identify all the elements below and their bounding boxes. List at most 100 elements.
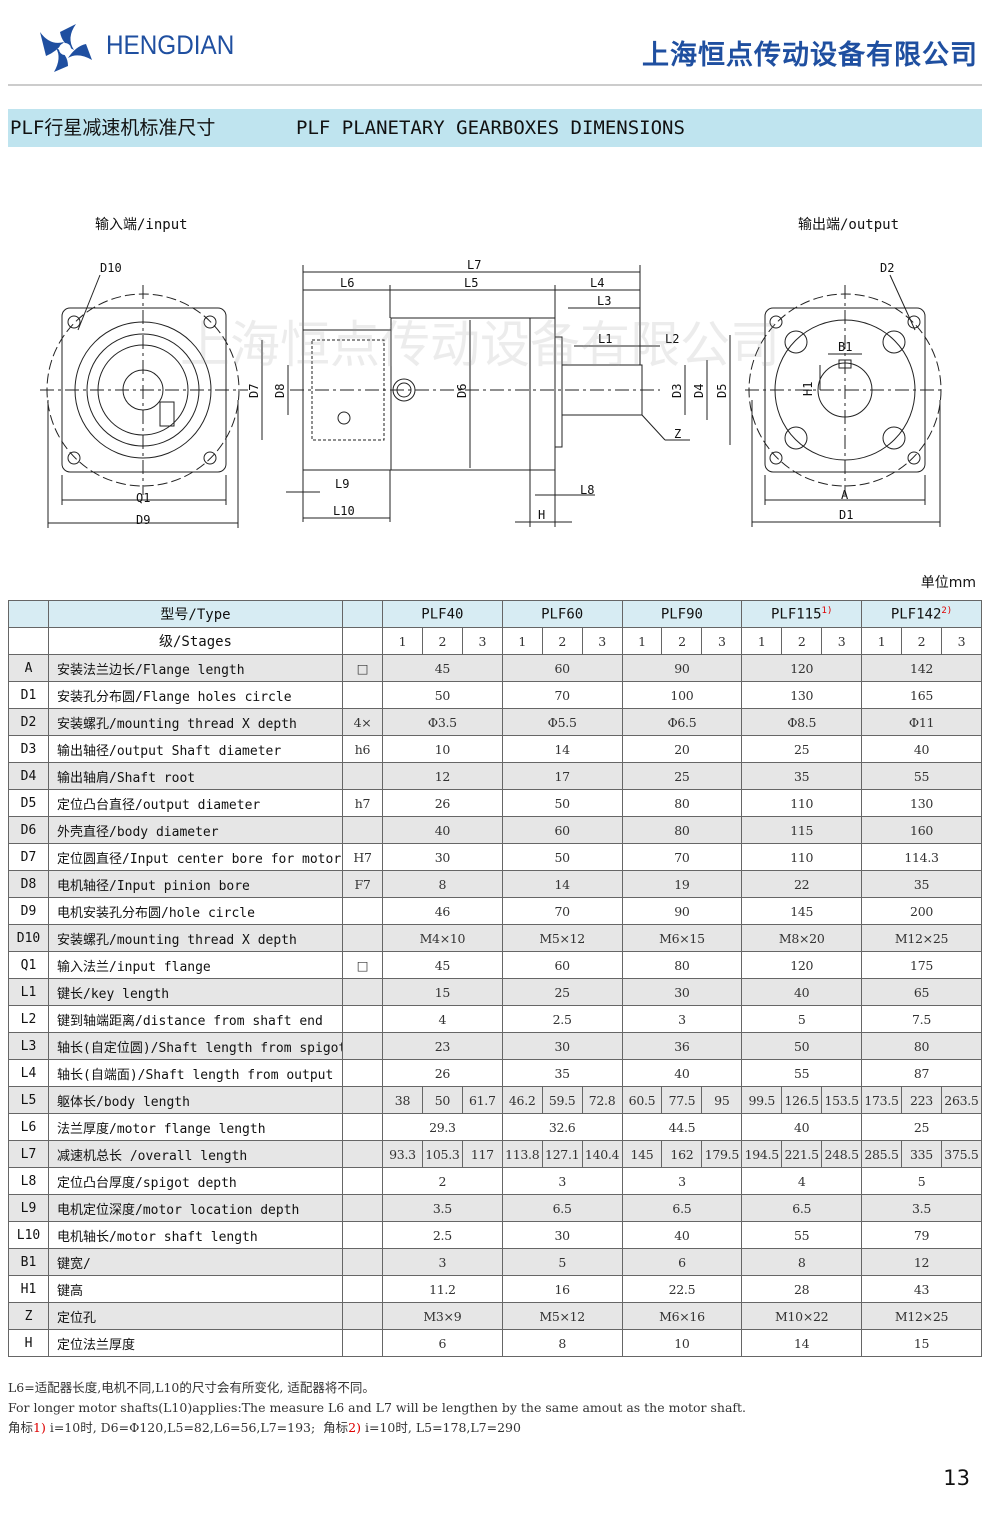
page-number: 13 xyxy=(943,1466,970,1490)
value-cell: 100 xyxy=(621,681,743,709)
stage-cell: 3 xyxy=(581,627,623,655)
row-unit xyxy=(342,1167,383,1195)
row-code: A xyxy=(8,654,49,682)
hengdian-logo-icon xyxy=(40,24,92,72)
row-code: L4 xyxy=(8,1059,49,1087)
row-unit xyxy=(342,1221,383,1249)
value-cell: 50 xyxy=(501,789,623,817)
row-description: 输出轴径/output Shaft diameter xyxy=(48,735,343,763)
title-en: PLF PLANETARY GEARBOXES DIMENSIONS xyxy=(296,117,685,139)
dim-label-l2: L2 xyxy=(665,332,679,346)
value-cell: 4 xyxy=(382,1005,503,1033)
value-cell: 70 xyxy=(621,843,743,871)
value-cell: 127.1 xyxy=(541,1140,583,1168)
value-cell: 335 xyxy=(900,1140,942,1168)
table-row: L3 轴长(自定位圆)/Shaft length from spigot 23 30 3… xyxy=(8,1032,982,1060)
row-code: Z xyxy=(8,1302,49,1330)
value-cell: 14 xyxy=(501,735,623,763)
row-code: D5 xyxy=(8,789,49,817)
value-cell: 70 xyxy=(501,681,623,709)
stage-cell: 2 xyxy=(541,627,583,655)
row-code: D3 xyxy=(8,735,49,763)
note1-text: i=10时, D6=Φ120,L5=82,L6=56,L7=193; xyxy=(45,1420,324,1435)
dim-label-l3: L3 xyxy=(597,294,611,308)
stage-cell: 2 xyxy=(900,627,942,655)
value-cell: 22 xyxy=(741,870,863,898)
table-row: L5 躯体长/body length 38 50 61.7 46.2 59.5 72.8 60.… xyxy=(8,1086,983,1114)
row-description: 输入法兰/input flange xyxy=(48,951,343,979)
table-row: D6 外壳直径/body diameter 40 60 80 115 160 xyxy=(8,816,982,844)
row-unit xyxy=(342,1302,383,1330)
dim-label-l10: L10 xyxy=(333,504,355,518)
row-description: 电机轴长/motor shaft length xyxy=(48,1221,343,1249)
value-cell: 153.5 xyxy=(821,1086,863,1114)
row-unit xyxy=(342,816,383,844)
value-cell: 3.5 xyxy=(382,1194,503,1222)
note-line-3: 角标1) i=10时, D6=Φ120,L5=82,L6=56,L7=193; … xyxy=(8,1418,746,1438)
value-cell: 45 xyxy=(382,951,503,979)
table-row: L4 轴长(自端面)/Shaft length from output 26 35 40… xyxy=(8,1059,982,1087)
stages-header: 级/Stages xyxy=(48,627,343,655)
value-cell: 10 xyxy=(621,1329,743,1357)
table-row: L1 键长/key length 15 25 30 40 65 xyxy=(8,978,982,1006)
watermark: 上海恒点传动设备有限公司 xyxy=(180,316,780,374)
row-description: 键宽/ xyxy=(48,1248,343,1276)
value-cell: 25 xyxy=(621,762,743,790)
dim-label-l5: L5 xyxy=(464,276,478,290)
value-cell: 10 xyxy=(382,735,503,763)
divider xyxy=(8,84,982,86)
dim-label-q1: Q1 xyxy=(136,491,150,505)
row-description: 轴长(自端面)/Shaft length from output xyxy=(48,1059,343,1087)
row-unit xyxy=(342,1032,383,1060)
value-cell: 142 xyxy=(861,654,982,682)
value-cell: M8×20 xyxy=(741,924,863,952)
value-cell: 248.5 xyxy=(821,1140,863,1168)
row-description: 轴长(自定位圆)/Shaft length from spigot xyxy=(48,1032,343,1060)
row-description: 躯体长/body length xyxy=(48,1086,343,1114)
row-description: 电机定位深度/motor location depth xyxy=(48,1194,343,1222)
value-cell: 36 xyxy=(621,1032,743,1060)
stage-cell: 2 xyxy=(661,627,703,655)
row-code: Q1 xyxy=(8,951,49,979)
input-view-label: 输入端/input xyxy=(95,217,188,233)
value-cell: 90 xyxy=(621,654,743,682)
value-cell: 263.5 xyxy=(940,1086,983,1114)
row-unit xyxy=(342,1086,383,1114)
value-cell: 194.5 xyxy=(741,1140,783,1168)
value-cell: 95 xyxy=(701,1086,743,1114)
table-row: D2 安装螺孔/mounting thread X depth 4× Φ3.5 Φ5.5… xyxy=(8,708,982,736)
value-cell: 115 xyxy=(741,816,863,844)
value-cell: 50 xyxy=(382,681,503,709)
value-cell: 45 xyxy=(382,654,503,682)
row-unit: h7 xyxy=(342,789,383,817)
value-cell: 221.5 xyxy=(781,1140,823,1168)
model-header: PLF60 xyxy=(501,600,623,628)
brand-name: HENGDIAN xyxy=(106,30,235,60)
value-cell: 110 xyxy=(741,843,863,871)
value-cell: 120 xyxy=(741,654,863,682)
value-cell: 105.3 xyxy=(421,1140,463,1168)
dim-label-l7: L7 xyxy=(467,258,481,272)
value-cell: 40 xyxy=(741,978,863,1006)
value-cell: 14 xyxy=(501,870,623,898)
row-description: 安装螺孔/mounting thread X depth xyxy=(48,924,343,952)
value-cell: M10×22 xyxy=(741,1302,863,1330)
table-row: D3 输出轴径/output Shaft diameter h6 10 14 20 25 40 xyxy=(8,735,982,763)
value-cell: 26 xyxy=(382,1059,503,1087)
row-description: 法兰厚度/motor flange length xyxy=(48,1113,343,1141)
value-cell: 2.5 xyxy=(382,1221,503,1249)
value-cell: 43 xyxy=(861,1275,982,1303)
note2-mark: 2) xyxy=(348,1420,362,1435)
table-row: D9 电机安装孔分布圆/hole circle 46 70 90 145 200 xyxy=(8,897,982,925)
value-cell: 6.5 xyxy=(621,1194,743,1222)
dim-label-b1: B1 xyxy=(838,340,852,354)
value-cell: 46 xyxy=(382,897,503,925)
row-unit xyxy=(342,1194,383,1222)
row-code: D8 xyxy=(8,870,49,898)
value-cell: 60 xyxy=(501,951,623,979)
model-header: PLF90 xyxy=(621,600,743,628)
value-cell: 179.5 xyxy=(701,1140,743,1168)
value-cell: 165 xyxy=(861,681,982,709)
value-cell: 30 xyxy=(382,843,503,871)
dim-label-d3: D3 xyxy=(670,384,684,398)
